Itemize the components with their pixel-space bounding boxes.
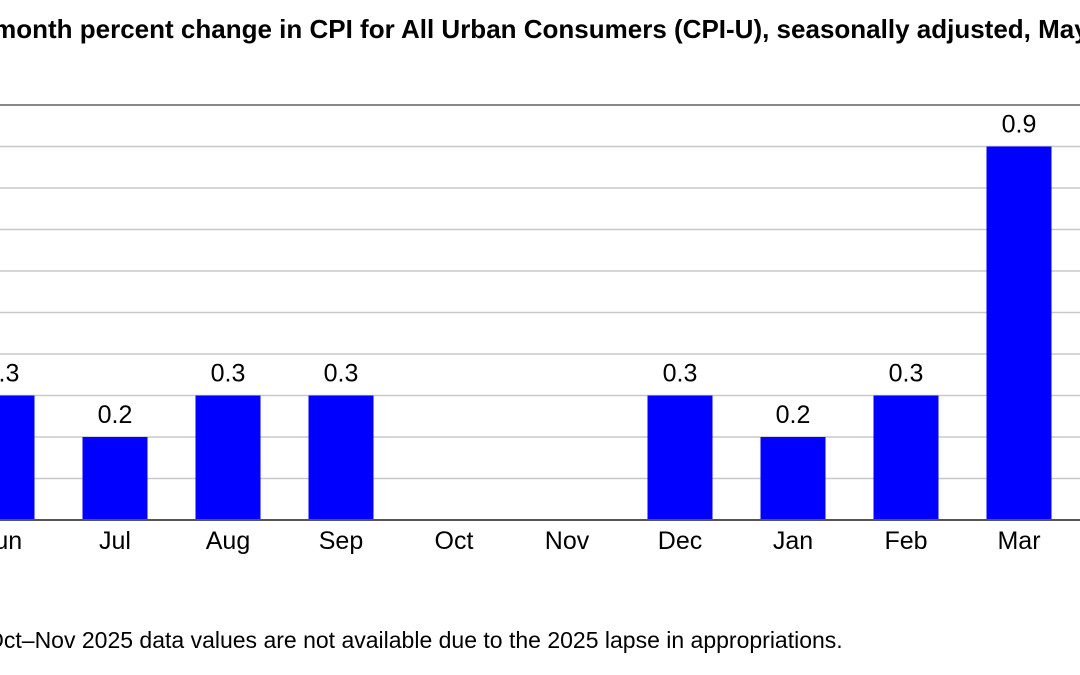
data-label-mar: 0.9: [1002, 111, 1037, 139]
tick-label-sep: Sep: [319, 527, 363, 555]
bar-jan: [760, 437, 826, 520]
footnote-text: Oct–Nov 2025 data values are not availab…: [0, 627, 843, 653]
bar-aug: [195, 395, 261, 520]
tick-label-jan: Jan: [773, 527, 813, 555]
gridlines: [0, 104, 1080, 521]
tick-label-mar: Mar: [997, 527, 1040, 555]
data-label-jun: 0.3: [0, 360, 19, 388]
data-label-jul: 0.2: [98, 401, 133, 429]
data-labels: 0.3 0.2 0.3 0.3 0.3 0.2 0.3 0.9: [0, 111, 1036, 430]
tick-label-dec: Dec: [658, 527, 702, 555]
data-label-dec: 0.3: [663, 360, 698, 388]
bar-jun: [0, 395, 35, 520]
tick-label-nov: Nov: [545, 527, 590, 555]
tick-label-feb: Feb: [884, 527, 927, 555]
bar-sep: [308, 395, 374, 520]
bar-dec: [647, 395, 713, 520]
data-label-feb: 0.3: [889, 360, 924, 388]
data-label-jan: 0.2: [776, 401, 811, 429]
data-label-sep: 0.3: [324, 360, 359, 388]
tick-label-oct: Oct: [435, 527, 474, 555]
tick-label-aug: Aug: [206, 527, 250, 555]
chart-title-text: 1-month percent change in CPI for All Ur…: [0, 14, 1080, 44]
bar-jul: [82, 437, 148, 520]
footnote: Oct–Nov 2025 data values are not availab…: [0, 625, 1080, 655]
bar-feb: [873, 395, 939, 520]
tick-label-jun: Jun: [0, 527, 22, 555]
chart-title: 1-month percent change in CPI for All Ur…: [0, 12, 1080, 46]
tick-label-jul: Jul: [99, 527, 131, 555]
bar-mar: [986, 146, 1052, 520]
bars: [0, 146, 1052, 520]
data-label-aug: 0.3: [211, 360, 246, 388]
x-tick-labels: Jun Jul Aug Sep Oct Nov Dec Jan Feb Mar: [0, 527, 1041, 555]
